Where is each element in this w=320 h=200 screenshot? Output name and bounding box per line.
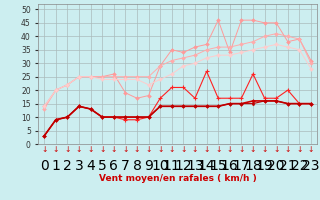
X-axis label: Vent moyen/en rafales ( km/h ): Vent moyen/en rafales ( km/h )	[99, 174, 256, 183]
